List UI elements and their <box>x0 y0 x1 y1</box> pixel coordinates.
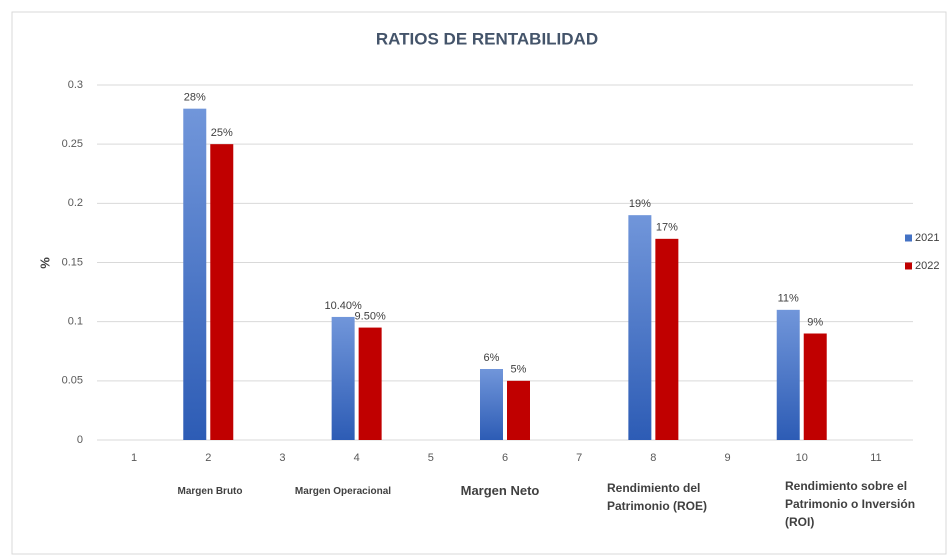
data-label: 11% <box>778 293 799 305</box>
y-tick-label: 0.15 <box>62 256 83 268</box>
bar <box>776 309 800 440</box>
y-axis-label: % <box>37 257 52 269</box>
category-annotation: Rendimiento del Patrimonio (ROE) <box>607 481 708 513</box>
category-annotation: Margen Neto <box>460 483 540 498</box>
x-tick-label: 2 <box>205 452 211 464</box>
bar <box>183 108 207 441</box>
data-label: 28% <box>184 92 206 104</box>
bar <box>480 369 503 440</box>
bar <box>628 215 652 440</box>
x-tick-label: 9 <box>724 452 730 464</box>
bar <box>331 316 355 440</box>
chart-frame <box>11 11 947 555</box>
bar <box>655 238 679 440</box>
legend-swatch <box>905 262 912 270</box>
x-tick-label: 10 <box>796 452 808 464</box>
data-label: 19% <box>629 198 651 210</box>
bar <box>358 327 382 440</box>
data-label: 5% <box>511 364 527 376</box>
legend-swatch <box>905 234 912 242</box>
data-label: 6% <box>484 352 500 364</box>
bar <box>210 144 234 440</box>
y-tick-label: 0.05 <box>62 375 83 387</box>
x-tick-label: 7 <box>576 452 582 464</box>
bar <box>803 333 827 440</box>
x-tick-label: 3 <box>279 452 285 464</box>
data-label: 10.40% <box>324 300 362 312</box>
category-annotation: Margen Bruto <box>177 486 243 497</box>
chart-title: RATIOS DE RENTABILIDAD <box>376 29 598 48</box>
data-label: 25% <box>211 127 233 139</box>
bar <box>507 380 530 440</box>
x-tick-label: 5 <box>428 452 434 464</box>
x-tick-label: 1 <box>131 452 137 464</box>
y-tick-label: 0.2 <box>68 197 83 209</box>
y-tick-label: 0.3 <box>68 79 83 91</box>
legend-label: 2021 <box>915 232 939 244</box>
category-annotation: Rendimiento sobre el Patrimonio o Invers… <box>785 479 916 529</box>
x-tick-label: 4 <box>354 452 360 464</box>
y-tick-label: 0.1 <box>68 316 83 328</box>
x-tick-label: 6 <box>502 452 508 464</box>
x-tick-label: 11 <box>870 452 881 464</box>
legend-label: 2022 <box>915 260 939 272</box>
data-label: 17% <box>656 222 678 234</box>
category-annotation: Margen Operacional <box>294 486 392 497</box>
x-tick-label: 8 <box>650 452 656 464</box>
y-tick-label: 0 <box>77 434 83 446</box>
data-label: 9.50% <box>355 310 386 322</box>
data-label: 9% <box>807 316 823 328</box>
y-tick-label: 0.25 <box>62 138 83 150</box>
